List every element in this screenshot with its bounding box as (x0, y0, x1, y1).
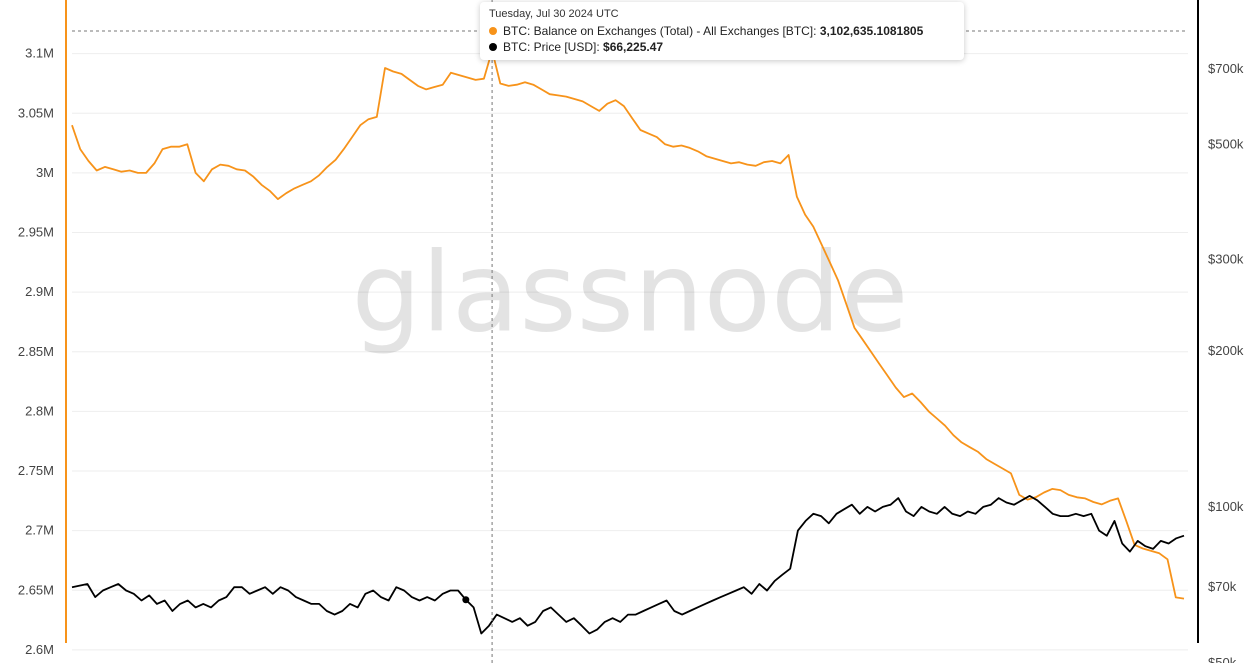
left-tick-label: 2.8M (25, 403, 54, 418)
left-tick-label: 2.95M (18, 225, 54, 240)
right-tick-label: $70k (1208, 579, 1237, 594)
right-tick-label: $300k (1208, 252, 1244, 267)
left-tick-label: 2.6M (25, 642, 54, 657)
tooltip-balance-value: 3,102,635.1081805 (819, 24, 924, 38)
left-tick-label: 2.7M (25, 523, 54, 538)
right-tick-label: $100k (1208, 499, 1244, 514)
left-tick-label: 3.05M (18, 105, 54, 120)
left-tick-label: 3.1M (25, 46, 54, 61)
tooltip-row-balance: BTC: Balance on Exchanges (Total) - All … (489, 23, 955, 39)
right-tick-label: $200k (1208, 343, 1244, 358)
tooltip: Tuesday, Jul 30 2024 UTC BTC: Balance on… (480, 2, 964, 60)
left-tick-label: 3M (36, 165, 54, 180)
left-tick-label: 2.85M (18, 344, 54, 359)
right-tick-label: $500k (1208, 137, 1244, 152)
tooltip-balance-label: BTC: Balance on Exchanges (Total) - All … (503, 24, 820, 38)
left-tick-label: 2.75M (18, 463, 54, 478)
tooltip-price-value: $66,225.47 (603, 40, 664, 54)
price-series-line (71, 495, 1185, 635)
tooltip-date: Tuesday, Jul 30 2024 UTC (489, 8, 619, 20)
left-tick-label: 2.9M (25, 284, 54, 299)
tooltip-price-label: BTC: Price [USD]: (503, 40, 604, 54)
glassnode-watermark: glassnode (352, 228, 909, 356)
price-hover-marker (462, 596, 470, 604)
right-tick-label: $700k (1208, 61, 1244, 76)
balance-legend-dot (489, 27, 497, 35)
left-axis-ticks: 2.6M 2.65M 2.7M 2.75M 2.8M 2.85M 2.9M 2.95M 3M 3.… (18, 46, 54, 657)
right-tick-label: $50k (1208, 655, 1237, 663)
balance-series-line (71, 49, 1185, 600)
right-axis-ticks: $50k $70k $100k $200k $300k $500k $700k (1208, 61, 1244, 663)
tooltip-row-price: BTC: Price [USD]: $66,225.47 (489, 39, 955, 55)
price-legend-dot (489, 43, 497, 51)
left-tick-label: 2.65M (18, 582, 54, 597)
